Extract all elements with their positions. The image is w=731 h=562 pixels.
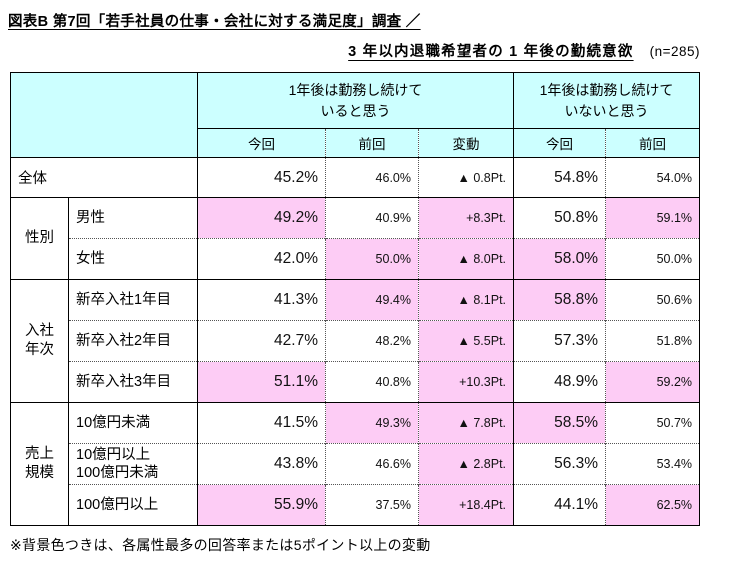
col-header-change: 変動 xyxy=(417,128,514,158)
category-label-tenure: 入社 年次 xyxy=(10,279,69,403)
value-cell: 42.7% xyxy=(197,320,326,362)
value-cell: 41.3% xyxy=(197,279,326,321)
col-header-current-1: 今回 xyxy=(197,128,326,158)
value-cell: ▲ 7.8Pt. xyxy=(417,402,514,444)
table-row-sales-mid: 10億円以上 100億円未満 43.8% 46.6% ▲ 2.8Pt. 56.3… xyxy=(11,443,700,485)
value-cell: 50.0% xyxy=(325,238,419,280)
value-cell: ▲ 8.0Pt. xyxy=(417,238,514,280)
value-cell: 49.4% xyxy=(325,279,419,321)
value-cell: +18.4Pt. xyxy=(417,484,514,526)
row-label-overall: 全体 xyxy=(10,157,198,198)
value-cell: 45.2% xyxy=(197,157,326,198)
value-cell: 59.2% xyxy=(605,361,700,403)
value-cell: 37.5% xyxy=(325,484,419,526)
value-cell: 48.2% xyxy=(325,320,419,362)
value-cell: 56.3% xyxy=(513,443,606,485)
figure-subtitle: 3 年以内退職希望者の 1 年後の勤続意欲 xyxy=(348,44,634,60)
value-cell: 54.8% xyxy=(513,157,606,198)
header-subcol-row: 今回 前回 変動 今回 前回 xyxy=(11,128,700,158)
value-cell: ▲ 5.5Pt. xyxy=(417,320,514,362)
corner-cell xyxy=(10,72,198,158)
row-label-year2: 新卒入社2年目 xyxy=(68,320,198,362)
row-label-year1: 新卒入社1年目 xyxy=(68,279,198,321)
value-cell: 58.0% xyxy=(513,238,606,280)
col-header-previous-2: 前回 xyxy=(605,128,700,158)
table-row-overall: 全体 45.2% 46.0% ▲ 0.8Pt. 54.8% 54.0% xyxy=(10,157,700,198)
category-label-gender: 性別 xyxy=(10,197,69,280)
footnote: ※背景色つきは、各属性最多の回答率または5ポイント以上の変動 xyxy=(10,537,431,553)
row-label-sales-small: 10億円未満 xyxy=(68,402,198,444)
table-row-year3: 新卒入社3年目 51.1% 40.8% +10.3Pt. 48.9% 59.2% xyxy=(11,361,700,403)
value-cell: 46.6% xyxy=(325,443,419,485)
value-cell: 51.1% xyxy=(197,361,326,403)
category-label-sales: 売上 規模 xyxy=(10,402,69,526)
value-cell: 43.8% xyxy=(197,443,326,485)
value-cell: 42.0% xyxy=(197,238,326,280)
value-cell: 58.8% xyxy=(513,279,606,321)
survey-table: 1年後は勤務し続けて いると思う 1年後は勤務し続けて いないと思う 今回 前回… xyxy=(10,72,701,526)
col-header-current-2: 今回 xyxy=(513,128,606,158)
figure-title: 図表B 第7回「若手社員の仕事・会社に対する満足度」調査 ／ xyxy=(8,14,421,30)
value-cell: 41.5% xyxy=(197,402,326,444)
sample-size: (n=285) xyxy=(649,44,700,59)
value-cell: 50.0% xyxy=(605,238,700,280)
table-row-year1: 入社 年次 新卒入社1年目 41.3% 49.4% ▲ 8.1Pt. 58.8%… xyxy=(10,279,700,403)
value-cell: 46.0% xyxy=(325,157,419,198)
value-cell: 50.6% xyxy=(605,279,700,321)
value-cell: 44.1% xyxy=(513,484,606,526)
table-row-year2: 新卒入社2年目 42.7% 48.2% ▲ 5.5Pt. 57.3% 51.8% xyxy=(11,320,700,362)
value-cell: 50.8% xyxy=(513,197,606,239)
header-group-row: 1年後は勤務し続けて いると思う 1年後は勤務し続けて いないと思う xyxy=(10,72,700,158)
value-cell: 59.1% xyxy=(605,197,700,239)
table-row-female: 女性 42.0% 50.0% ▲ 8.0Pt. 58.0% 50.0% xyxy=(11,238,700,280)
value-cell: 58.5% xyxy=(513,402,606,444)
row-label-sales-mid: 10億円以上 100億円未満 xyxy=(68,443,198,485)
value-cell: 40.8% xyxy=(325,361,419,403)
value-cell: 40.9% xyxy=(325,197,419,239)
row-label-sales-large: 100億円以上 xyxy=(68,484,198,526)
value-cell: 53.4% xyxy=(605,443,700,485)
table-row-male: 性別 男性 49.2% 40.9% +8.3Pt. 50.8% 59.1% xyxy=(10,197,700,280)
value-cell: +10.3Pt. xyxy=(417,361,514,403)
row-label-female: 女性 xyxy=(68,238,198,280)
subtitle-row: 3 年以内退職希望者の 1 年後の勤続意欲 (n=285) xyxy=(10,40,700,61)
table-row-sales-large: 100億円以上 55.9% 37.5% +18.4Pt. 44.1% 62.5% xyxy=(11,484,700,526)
value-cell: ▲ 8.1Pt. xyxy=(417,279,514,321)
value-cell: ▲ 0.8Pt. xyxy=(417,157,514,198)
row-label-male: 男性 xyxy=(68,197,198,239)
row-label-year3: 新卒入社3年目 xyxy=(68,361,198,403)
column-group-continue: 1年後は勤務し続けて いると思う xyxy=(196,72,514,129)
value-cell: 49.2% xyxy=(197,197,326,239)
value-cell: 50.7% xyxy=(605,402,700,444)
table-row-sales-small: 売上 規模 10億円未満 41.5% 49.3% ▲ 7.8Pt. 58.5% … xyxy=(10,402,700,526)
value-cell: ▲ 2.8Pt. xyxy=(417,443,514,485)
column-group-not-continue: 1年後は勤務し続けて いないと思う xyxy=(513,72,700,129)
value-cell: 57.3% xyxy=(513,320,606,362)
value-cell: 62.5% xyxy=(605,484,700,526)
col-header-previous-1: 前回 xyxy=(325,128,419,158)
value-cell: 55.9% xyxy=(197,484,326,526)
value-cell: +8.3Pt. xyxy=(417,197,514,239)
value-cell: 51.8% xyxy=(605,320,700,362)
value-cell: 48.9% xyxy=(513,361,606,403)
value-cell: 49.3% xyxy=(325,402,419,444)
value-cell: 54.0% xyxy=(605,157,700,198)
